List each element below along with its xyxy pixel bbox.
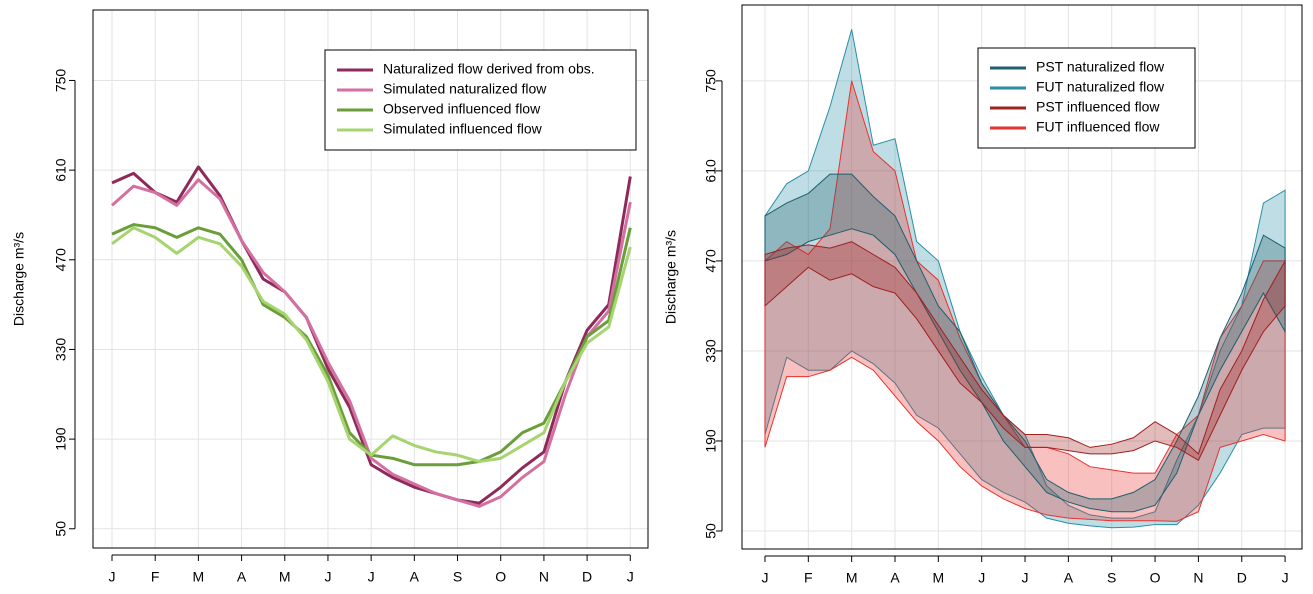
y-tick-label: 610 bbox=[703, 159, 719, 183]
y-tick-label: 330 bbox=[703, 339, 719, 363]
y-tick-label: 190 bbox=[703, 429, 719, 453]
series-line bbox=[111, 165, 632, 505]
x-tick-label: J bbox=[368, 569, 375, 585]
y-tick-label: 750 bbox=[53, 69, 69, 93]
x-tick-label: A bbox=[890, 570, 900, 586]
x-tick-label: M bbox=[193, 569, 205, 585]
x-tick-label: S bbox=[1107, 570, 1116, 586]
plot-frame bbox=[741, 4, 1303, 550]
x-tick-label: J bbox=[1282, 570, 1289, 586]
series-band bbox=[764, 241, 1286, 461]
series-band bbox=[764, 173, 1286, 513]
legend-box bbox=[977, 47, 1196, 149]
x-tick-label: F bbox=[151, 569, 160, 585]
x-tick-label: J bbox=[1022, 570, 1029, 586]
chart-panel: J F M A M J J A S O N D J 50 190 330 470 610 750 Discharge … bbox=[11, 9, 649, 585]
x-tick-label: D bbox=[1237, 570, 1247, 586]
legend-label: Observed influenced flow bbox=[383, 101, 541, 117]
chart-panel: J F M A M J J A S O N D J 50 190 330 470 610 750 Discharge … bbox=[663, 4, 1303, 586]
legend-label: FUT naturalized flow bbox=[1036, 79, 1165, 95]
x-tick-label: J bbox=[324, 569, 331, 585]
x-tick-label: D bbox=[582, 569, 592, 585]
x-tick-label: A bbox=[410, 569, 420, 585]
y-tick-label: 330 bbox=[53, 338, 69, 362]
legend-label: Simulated naturalized flow bbox=[383, 81, 547, 97]
y-tick-label: 50 bbox=[53, 521, 69, 537]
y-tick-label: 470 bbox=[53, 248, 69, 272]
series-band bbox=[764, 80, 1286, 522]
x-tick-label: N bbox=[539, 569, 549, 585]
series-line bbox=[111, 226, 632, 464]
x-tick-label: A bbox=[237, 569, 247, 585]
legend-label: PST influenced flow bbox=[1036, 99, 1160, 115]
y-axis-title: Discharge m³/s bbox=[663, 230, 679, 324]
y-axis-title: Discharge m³/s bbox=[11, 232, 27, 326]
x-tick-label: J bbox=[627, 569, 634, 585]
legend-box bbox=[324, 49, 637, 151]
series-line bbox=[111, 178, 632, 508]
x-tick-label: J bbox=[978, 570, 985, 586]
x-tick-label: N bbox=[1193, 570, 1203, 586]
x-tick-label: M bbox=[846, 570, 858, 586]
y-tick-label: 470 bbox=[703, 249, 719, 273]
y-tick-label: 50 bbox=[703, 523, 719, 539]
x-tick-label: J bbox=[761, 570, 768, 586]
x-tick-label: O bbox=[495, 569, 506, 585]
x-tick-label: M bbox=[279, 569, 291, 585]
x-tick-label: M bbox=[933, 570, 945, 586]
x-tick-label: F bbox=[804, 570, 813, 586]
x-tick-label: A bbox=[1064, 570, 1074, 586]
x-tick-label: O bbox=[1150, 570, 1161, 586]
y-tick-label: 750 bbox=[703, 69, 719, 93]
legend-label: FUT influenced flow bbox=[1036, 119, 1160, 135]
legend-label: Simulated influenced flow bbox=[383, 121, 543, 137]
legend-label: Naturalized flow derived from obs. bbox=[383, 61, 595, 77]
plot-frame bbox=[92, 9, 649, 549]
y-tick-label: 190 bbox=[53, 427, 69, 451]
x-tick-label: J bbox=[109, 569, 116, 585]
x-tick-label: S bbox=[453, 569, 462, 585]
legend-label: PST naturalized flow bbox=[1036, 59, 1165, 75]
y-tick-label: 610 bbox=[53, 158, 69, 182]
